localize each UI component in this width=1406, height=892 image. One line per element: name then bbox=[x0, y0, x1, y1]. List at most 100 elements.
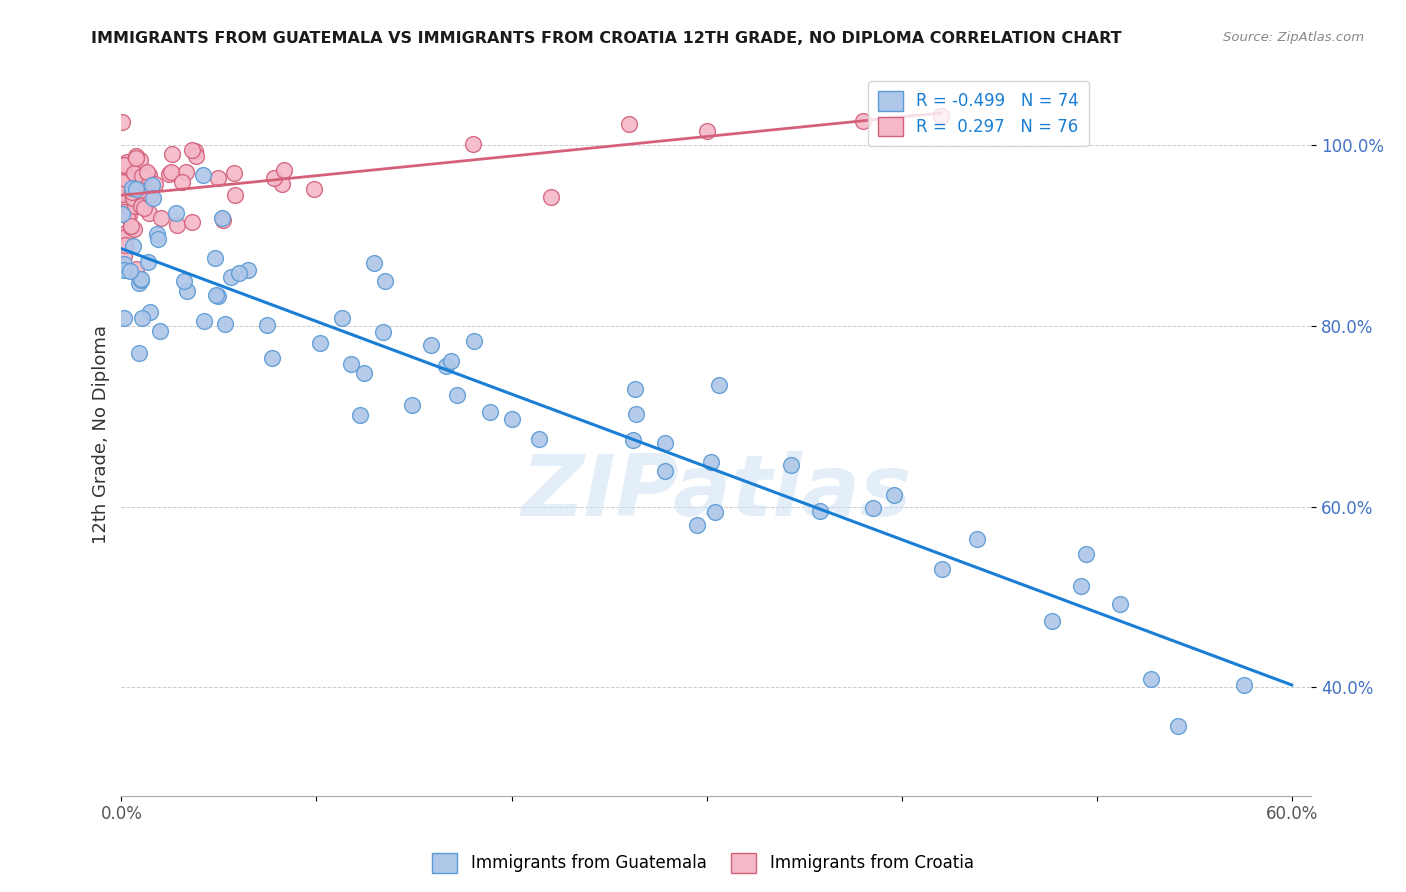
Point bbox=[883, 488, 905, 502]
Point bbox=[135, 179, 157, 194]
Point bbox=[374, 274, 396, 288]
Point bbox=[862, 501, 884, 516]
Point bbox=[111, 114, 134, 128]
Point bbox=[118, 170, 141, 185]
Point bbox=[142, 191, 165, 205]
Point bbox=[112, 165, 135, 179]
Point bbox=[129, 272, 152, 286]
Point bbox=[181, 215, 204, 229]
Point bbox=[115, 175, 138, 189]
Point bbox=[212, 213, 235, 227]
Point bbox=[117, 173, 139, 187]
Point bbox=[501, 412, 523, 426]
Point bbox=[129, 183, 152, 197]
Point bbox=[273, 163, 295, 178]
Point bbox=[617, 117, 640, 131]
Point bbox=[112, 249, 135, 263]
Point bbox=[125, 151, 148, 165]
Point bbox=[808, 504, 831, 518]
Point bbox=[966, 533, 988, 547]
Point bbox=[211, 211, 233, 225]
Point bbox=[207, 289, 229, 303]
Point bbox=[308, 336, 330, 351]
Point bbox=[111, 172, 134, 186]
Point bbox=[118, 202, 141, 216]
Point bbox=[852, 113, 875, 128]
Point bbox=[1040, 614, 1063, 628]
Point bbox=[373, 325, 395, 339]
Point bbox=[121, 186, 143, 200]
Point bbox=[146, 232, 169, 246]
Point bbox=[363, 256, 385, 270]
Point bbox=[111, 187, 134, 202]
Point bbox=[929, 109, 952, 123]
Point bbox=[173, 274, 195, 288]
Point bbox=[700, 455, 723, 469]
Point bbox=[111, 201, 134, 215]
Point bbox=[118, 209, 141, 223]
Point bbox=[238, 263, 260, 277]
Point bbox=[353, 366, 375, 380]
Point bbox=[118, 175, 141, 189]
Point bbox=[931, 562, 953, 576]
Point bbox=[128, 346, 150, 360]
Point bbox=[624, 382, 647, 396]
Point bbox=[420, 337, 443, 351]
Point bbox=[138, 168, 160, 182]
Point bbox=[136, 165, 159, 179]
Point bbox=[686, 517, 709, 532]
Point bbox=[112, 262, 135, 277]
Point bbox=[115, 155, 138, 169]
Point bbox=[112, 257, 135, 271]
Point bbox=[115, 209, 138, 223]
Point bbox=[461, 136, 484, 151]
Point bbox=[340, 357, 363, 371]
Point bbox=[157, 167, 180, 181]
Point bbox=[193, 314, 215, 328]
Point bbox=[160, 147, 183, 161]
Point bbox=[205, 288, 228, 302]
Point bbox=[121, 180, 143, 194]
Point bbox=[193, 168, 215, 182]
Text: Source: ZipAtlas.com: Source: ZipAtlas.com bbox=[1223, 31, 1364, 45]
Point bbox=[121, 238, 143, 252]
Point bbox=[780, 458, 803, 473]
Point bbox=[125, 182, 148, 196]
Point bbox=[124, 166, 146, 180]
Point bbox=[478, 405, 501, 419]
Point bbox=[207, 170, 229, 185]
Point bbox=[704, 505, 727, 519]
Point bbox=[165, 206, 187, 220]
Point bbox=[125, 149, 148, 163]
Point bbox=[131, 199, 153, 213]
Point bbox=[696, 124, 718, 138]
Point bbox=[146, 227, 169, 242]
Point bbox=[125, 262, 148, 277]
Point bbox=[115, 225, 138, 239]
Point bbox=[138, 305, 160, 319]
Point bbox=[114, 230, 136, 244]
Point bbox=[626, 407, 648, 421]
Point bbox=[143, 177, 166, 191]
Point bbox=[159, 165, 181, 179]
Point bbox=[1070, 579, 1092, 593]
Y-axis label: 12th Grade, No Diploma: 12th Grade, No Diploma bbox=[93, 325, 110, 544]
Point bbox=[131, 169, 153, 183]
Point bbox=[118, 181, 141, 195]
Point bbox=[654, 465, 676, 479]
Point bbox=[349, 408, 371, 422]
Point bbox=[1233, 677, 1256, 691]
Text: IMMIGRANTS FROM GUATEMALA VS IMMIGRANTS FROM CROATIA 12TH GRADE, NO DIPLOMA CORR: IMMIGRANTS FROM GUATEMALA VS IMMIGRANTS … bbox=[91, 31, 1122, 46]
Point bbox=[621, 433, 644, 447]
Point bbox=[256, 318, 278, 332]
Point bbox=[176, 285, 198, 299]
Point bbox=[1108, 597, 1130, 611]
Point bbox=[118, 264, 141, 278]
Point bbox=[707, 377, 730, 392]
Text: ZIPatlas: ZIPatlas bbox=[522, 450, 911, 533]
Point bbox=[129, 153, 152, 168]
Point bbox=[112, 310, 135, 325]
Point bbox=[180, 143, 202, 157]
Point bbox=[120, 169, 142, 184]
Point bbox=[654, 435, 676, 450]
